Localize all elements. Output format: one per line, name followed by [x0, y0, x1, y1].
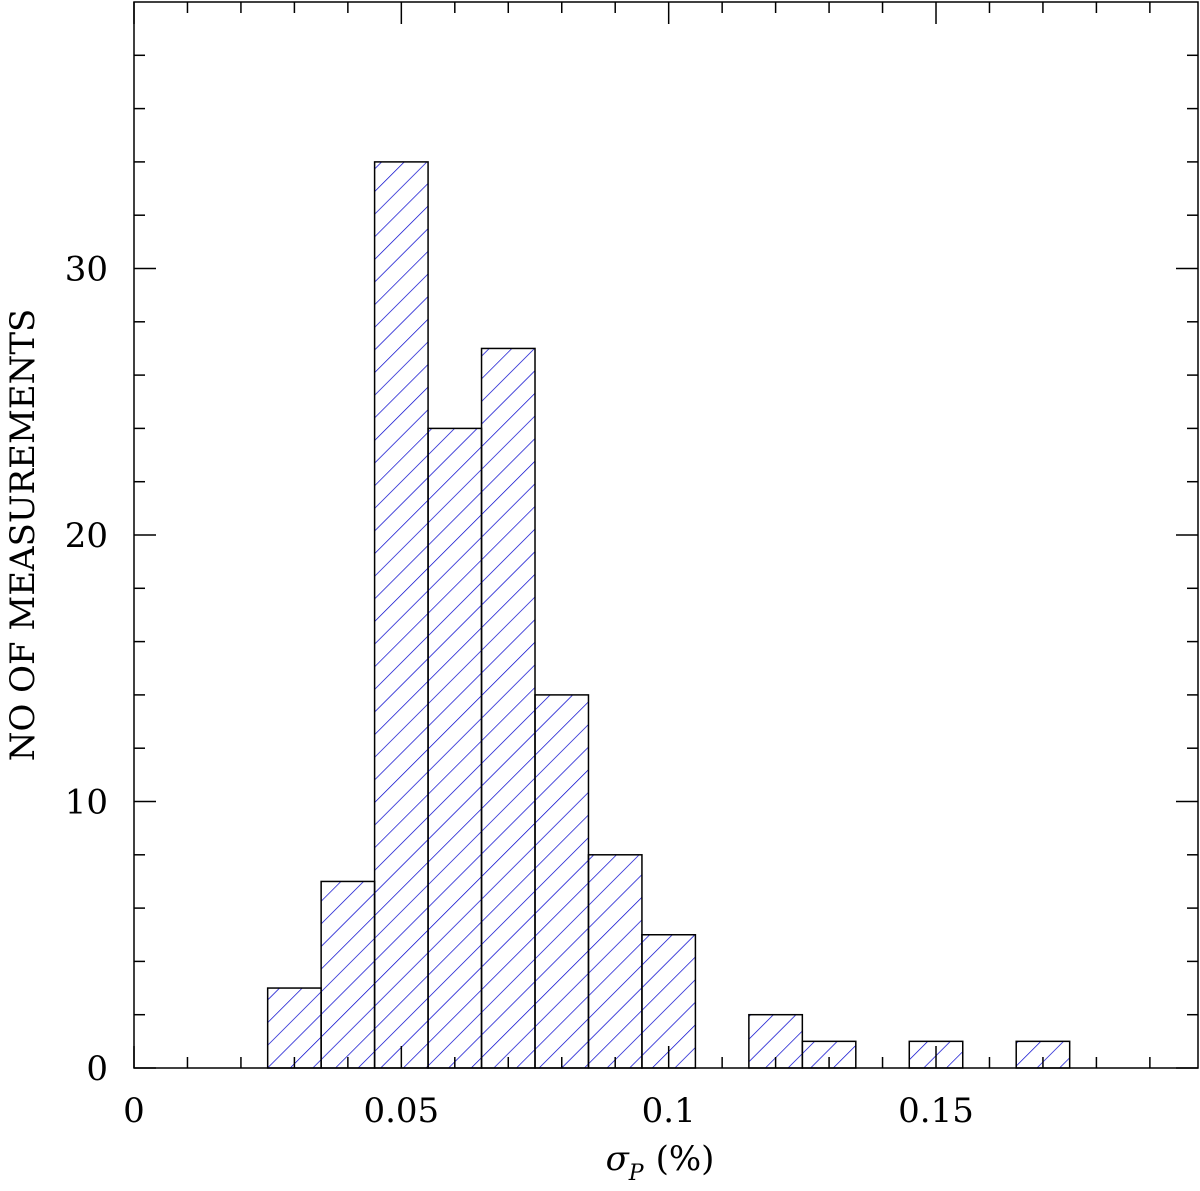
y-label: NO OF MEASUREMENTS: [3, 309, 43, 762]
y-tick-label: 30: [65, 250, 108, 290]
y-tick-label: 20: [65, 516, 108, 556]
plot-frame: [133, 1, 1199, 1069]
x-label-subscript: P: [628, 1161, 645, 1186]
x-tick-label: 0.05: [363, 1091, 439, 1131]
x-label-symbol: σ: [606, 1139, 630, 1179]
bar: [641, 934, 697, 1069]
x-label: σP (%): [606, 1139, 715, 1186]
bar: [427, 427, 483, 1069]
x-tick-label: 0.1: [642, 1091, 696, 1131]
y-tick-label: 0: [86, 1049, 108, 1089]
bar: [534, 694, 590, 1069]
x-tick-label: 0.15: [898, 1091, 974, 1131]
bar: [266, 987, 322, 1069]
bar: [587, 854, 643, 1069]
x-tick-label: 0: [123, 1091, 145, 1131]
bar: [320, 880, 376, 1069]
y-tick-label: 10: [65, 783, 108, 823]
bar: [373, 161, 429, 1069]
bar: [480, 347, 536, 1069]
x-label-unit: (%): [656, 1139, 715, 1179]
